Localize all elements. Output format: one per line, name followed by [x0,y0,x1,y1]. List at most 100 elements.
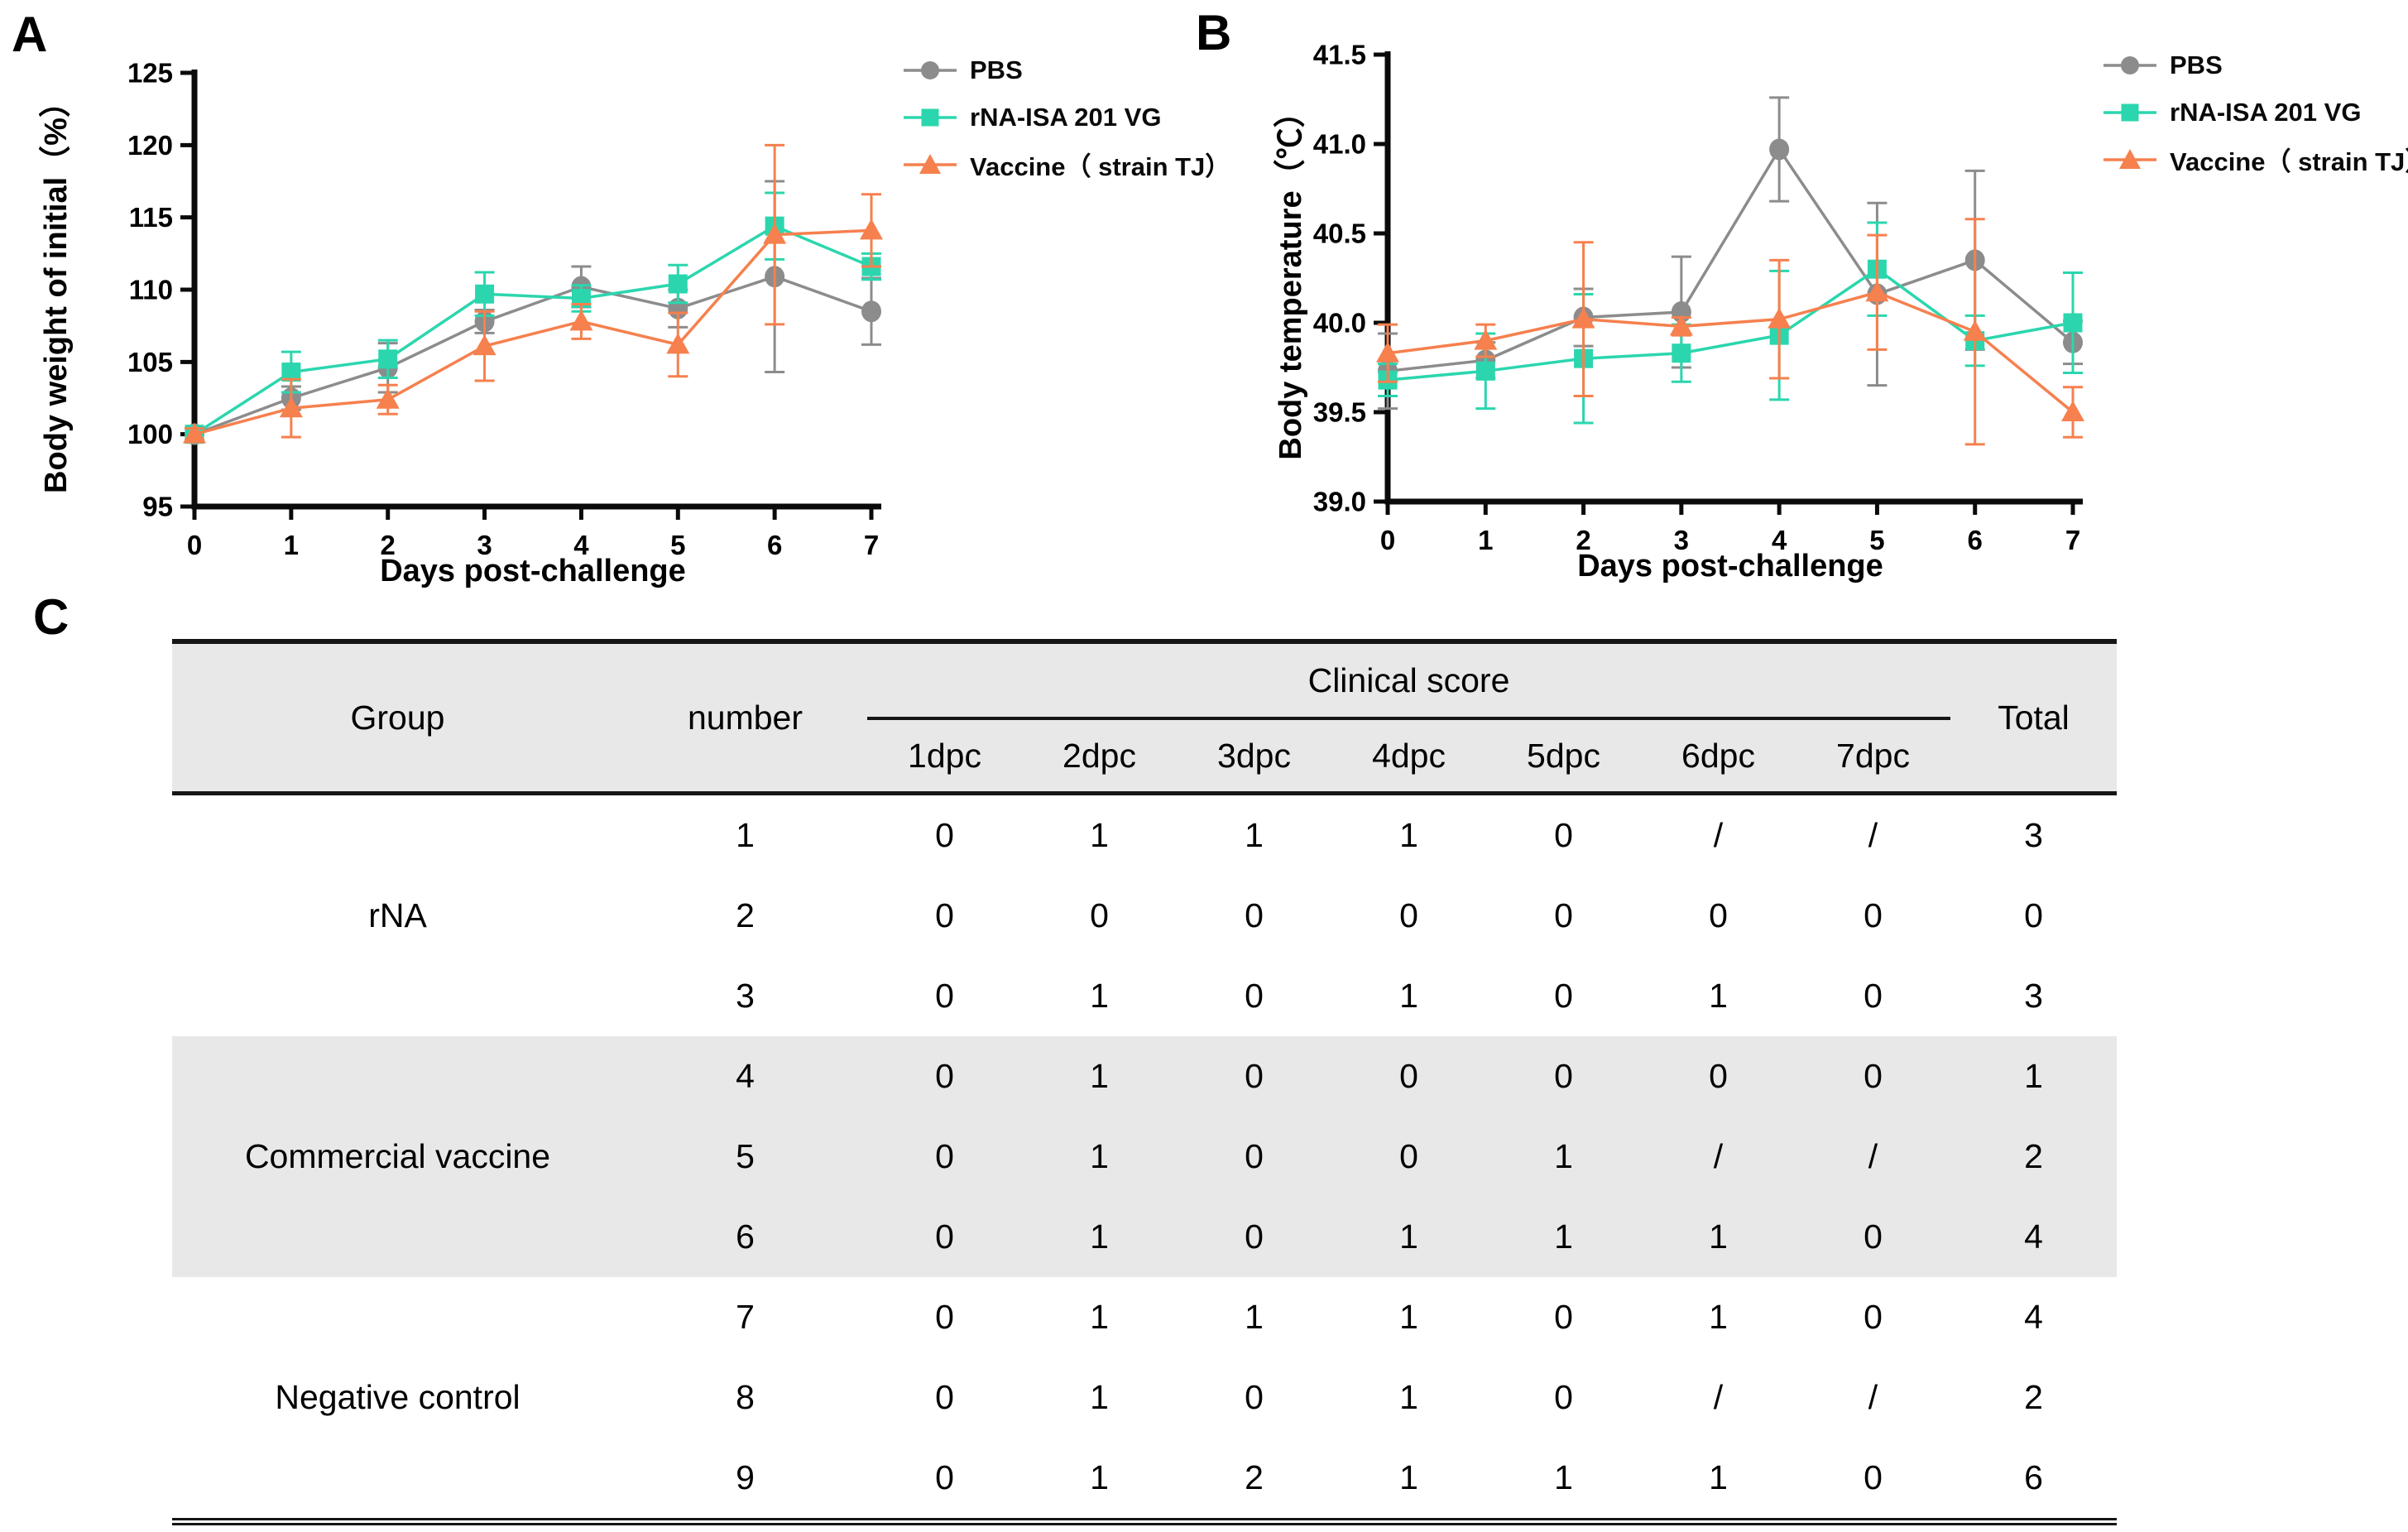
triangle-marker [183,422,206,444]
total-cell: 4 [2024,1298,2043,1336]
x-tick-label: 3 [1674,525,1689,555]
chart-b-legend: PBS rNA-ISA 201 VG Vaccine（ strain TJ） [2100,41,2408,183]
y-tick-label: 41.0 [1313,129,1366,160]
score-cell: 1 [1245,1298,1264,1336]
square-marker-icon [2103,103,2156,121]
group-label-cell [172,1277,623,1357]
y-tick-label: 115 [129,202,173,233]
score-cell: 1 [1709,977,1728,1015]
triangle-marker [666,333,690,354]
x-tick-label: 2 [1576,525,1590,555]
score-cell: 1 [1399,1298,1418,1336]
legend-label: PBS [2170,50,2223,79]
table-row: Commercial vaccine 5 0 1 0 0 1 / / 2 [172,1117,2117,1197]
score-cell: 1 [1709,1298,1728,1336]
score-cell: 0 [935,977,954,1015]
score-cell: 0 [1864,1057,1883,1095]
score-cell: 0 [935,816,954,854]
score-cell: 0 [1245,896,1264,934]
triangle-marker [1571,307,1595,329]
score-cell: 1 [1399,977,1418,1015]
x-tick-label: 6 [767,530,782,560]
score-cell: 1 [1554,1458,1573,1496]
x-tick-label: 3 [477,530,492,560]
legend-label: Vaccine（ strain TJ） [2170,147,2408,176]
triangle-marker [1474,329,1498,350]
total-cell: 6 [2024,1458,2043,1496]
triangle-marker [1963,319,1987,341]
x-tick-label: 1 [1478,525,1493,555]
square-marker [1475,361,1495,381]
col-header-2dpc: 2dpc [1062,736,1136,775]
table-body: 1 0 1 1 1 0//3 rNA 2 0 0 0 0 0 0 0 0 3 0 1 0 1 0 1 0 3 4 0 1 0 0 0 0 0 1 C… [172,795,2117,1525]
y-tick-label: 40.5 [1313,219,1366,249]
y-tick-label: 41.5 [1313,40,1366,70]
triangle-marker-icon [904,153,957,174]
table-row: 9 0 1 2 1 1 1 0 6 [172,1438,2117,1518]
group-label-cell [172,1036,623,1117]
x-tick-label: 0 [187,530,202,560]
square-marker [378,349,398,369]
panel-label-c: C [33,589,70,645]
score-cell: 0 [935,1458,954,1496]
x-tick-label: 7 [864,530,879,560]
score-cell: / [1868,816,1878,854]
triangle-marker-icon [2103,148,2156,169]
legend-label: Vaccine（ strain TJ） [970,152,1231,181]
square-marker [475,284,495,304]
score-cell: 0 [1399,896,1418,934]
triangle-marker [569,310,593,331]
animal-number-cell: 2 [736,896,755,934]
group-label-cell: rNA [368,896,427,934]
x-axis-title: Days post-challenge [380,554,686,588]
score-cell: 1 [1090,1378,1109,1416]
triangle-marker [376,387,400,409]
series-line-rna [1387,267,2074,382]
y-tick-label: 125 [127,58,173,89]
table-row: 4 0 1 0 0 0 0 0 1 [172,1036,2117,1117]
total-cell: 0 [2024,896,2043,934]
triangle-marker [1865,281,1889,302]
table-row: 1 0 1 1 1 0 / / 3 [172,795,2117,876]
table-header: Group number Clinical score 1dpc 2dpc 3d… [172,639,2117,795]
col-header-4dpc: 4dpc [1372,736,1446,775]
score-cell: 0 [935,896,954,934]
clinical-score-table: Group number Clinical score 1dpc 2dpc 3d… [172,639,2117,1525]
score-cell: 0 [1709,896,1728,934]
score-cell: 0 [935,1298,954,1336]
score-cell: 1 [1554,1217,1573,1256]
score-cell: 1 [1399,816,1418,854]
col-header-total: Total [1998,698,2070,737]
col-header-7dpc: 7dpc [1836,736,1910,775]
col-header-clinical-score: Clinical score [867,644,1950,720]
square-marker-icon [904,108,957,126]
score-cell: / [1713,1378,1724,1416]
triangle-glyph [919,153,941,174]
table-row: Negative control 8 0 1 0 1 0 / / 2 [172,1357,2117,1438]
x-tick-label: 0 [1380,525,1395,555]
score-cell: 1 [1090,977,1109,1015]
col-header-6dpc: 6dpc [1681,736,1755,775]
series-line-rna [194,224,872,436]
score-cell: / [1713,816,1724,854]
table-row: 6 0 1 0 1 1 1 0 4 [172,1197,2117,1277]
triangle-marker [279,396,303,418]
score-cell: 0 [1245,1378,1264,1416]
group-label-cell [172,1197,623,1277]
y-tick-label: 105 [127,347,173,377]
circle-marker-icon [2103,55,2156,74]
animal-number-cell: 9 [736,1458,755,1496]
y-tick-label: 40.0 [1313,308,1366,339]
score-cell: 0 [1245,977,1264,1015]
score-cell: 1 [1090,1458,1109,1496]
x-tick-label: 4 [1772,525,1787,555]
score-cell: 1 [1709,1458,1728,1496]
total-cell: 4 [2024,1217,2043,1256]
x-tick-label: 5 [1869,525,1884,555]
table-row: 3 0 1 0 1 0 1 0 3 [172,956,2117,1036]
square-marker [668,274,688,294]
group-label-cell: Commercial vaccine [244,1137,551,1175]
score-cell: 1 [1245,816,1264,854]
score-cell: 1 [1090,816,1109,854]
triangle-marker [763,223,787,244]
